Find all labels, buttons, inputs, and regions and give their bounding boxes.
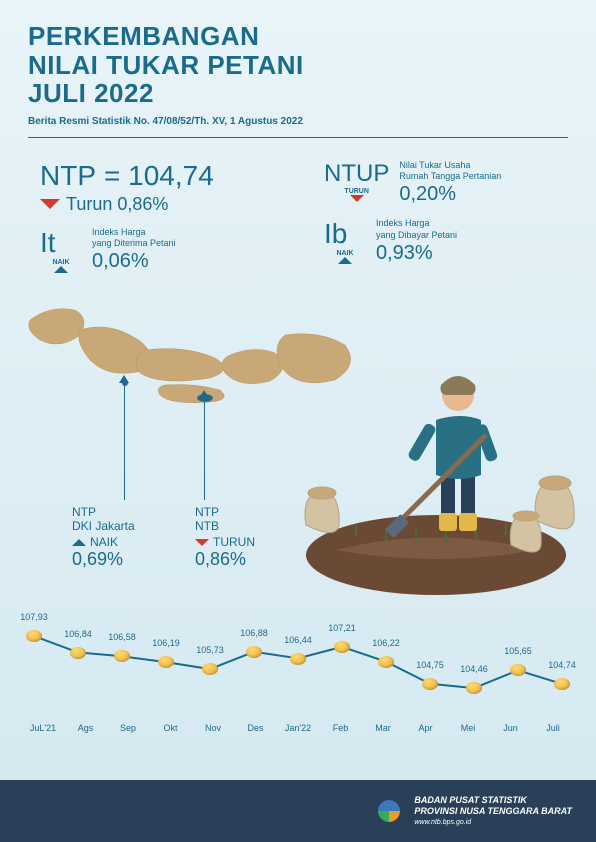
chart-value-label: 105,65 xyxy=(504,646,532,656)
x-axis-label: Feb xyxy=(322,723,360,733)
arrow-down-icon xyxy=(350,195,364,202)
callout-label: NTP xyxy=(195,505,255,519)
callout-dir: NAIK xyxy=(90,535,118,549)
ntup-desc: Nilai Tukar Usaha Rumah Tangga Pertanian xyxy=(399,160,568,183)
x-axis-label: Des xyxy=(237,723,275,733)
chart-point-icon xyxy=(554,678,570,690)
x-axis-label: Nov xyxy=(194,723,232,733)
arrow-head-icon xyxy=(119,375,129,383)
chart-value-label: 106,44 xyxy=(284,635,312,645)
x-axis-label: Sep xyxy=(109,723,147,733)
footer-org: BADAN PUSAT STATISTIK xyxy=(414,795,572,807)
x-axis-label: JuL'21 xyxy=(24,723,62,733)
it-dir-label: NAIK xyxy=(52,259,69,266)
farmer-illustration xyxy=(286,325,586,605)
arrow-down-icon xyxy=(195,539,209,546)
chart-value-label: 106,19 xyxy=(152,638,180,648)
header: PERKEMBANGAN NILAI TUKAR PETANI JULI 202… xyxy=(0,0,596,146)
callout-dir: TURUN xyxy=(213,535,255,549)
metric-ib: Ib NAIK Indeks Harga yang Dibayar Petani… xyxy=(324,218,568,264)
x-axis-label: Ags xyxy=(67,723,105,733)
x-axis-label: Apr xyxy=(407,723,445,733)
footer-url: www.ntb.bps.go.id xyxy=(414,818,572,827)
ntp-label: NTP xyxy=(40,160,96,192)
callout-line xyxy=(204,395,205,500)
title-line: NILAI TUKAR PETANI xyxy=(28,51,568,80)
chart-point-icon xyxy=(246,646,262,658)
chart-value-label: 106,88 xyxy=(240,628,268,638)
chart-value-label: 104,74 xyxy=(548,660,576,670)
chart-value-label: 106,22 xyxy=(372,638,400,648)
metrics-left: NTP = 104,74 Turun 0,86% It NAIK xyxy=(40,160,284,285)
chart-section: 107,93 106,84 106,58 106,19 105,73 106,88 106,… xyxy=(0,605,596,733)
x-axis-label: Mar xyxy=(364,723,402,733)
chart-point-icon xyxy=(290,653,306,665)
ib-dir-label: NAIK xyxy=(336,250,353,257)
ib-label: Ib xyxy=(324,218,366,250)
footer: BADAN PUSAT STATISTIK PROVINSI NUSA TENG… xyxy=(0,780,596,842)
arrow-up-icon xyxy=(338,257,352,264)
map-section: NTP DKI Jakarta NAIK 0,69% NTP NTB TURUN… xyxy=(20,285,576,605)
ntup-label: NTUP xyxy=(324,160,389,188)
chart-value-label: 106,58 xyxy=(108,632,136,642)
chart-value-label: 104,46 xyxy=(460,664,488,674)
it-desc: Indeks Harga yang Diterima Petani xyxy=(92,227,284,250)
bps-logo-icon xyxy=(374,796,404,826)
callout-jakarta: NTP DKI Jakarta NAIK 0,69% xyxy=(72,505,135,570)
callout-region: NTB xyxy=(195,519,255,533)
chart-point-icon xyxy=(26,630,42,642)
x-axis-label: Mei xyxy=(449,723,487,733)
callout-pct: 0,69% xyxy=(72,549,135,570)
arrow-down-icon xyxy=(40,199,60,209)
x-axis-label: Okt xyxy=(152,723,190,733)
metrics-right: NTUP TURUN Nilai Tukar Usaha Rumah Tangg… xyxy=(324,160,568,285)
footer-org: PROVINSI NUSA TENGGARA BARAT xyxy=(414,806,572,818)
ntp-value: = 104,74 xyxy=(104,160,214,192)
ntup-dir-label: TURUN xyxy=(344,188,369,195)
chart-point-icon xyxy=(510,664,526,676)
ntp-change: Turun 0,86% xyxy=(66,194,168,215)
chart-point-icon xyxy=(334,641,350,653)
chart-point-icon xyxy=(422,678,438,690)
chart-value-label: 107,21 xyxy=(328,623,356,633)
callout-line xyxy=(124,380,125,500)
metric-ntp: NTP = 104,74 Turun 0,86% xyxy=(40,160,284,215)
chart-x-axis: JuL'21 Ags Sep Okt Nov Des Jan'22 Feb Mar Apr Mei J… xyxy=(24,723,572,733)
callout-pct: 0,86% xyxy=(195,549,255,570)
ib-pct: 0,93% xyxy=(376,242,568,265)
x-axis-label: Juli xyxy=(534,723,572,733)
ntup-pct: 0,20% xyxy=(399,183,568,206)
chart-value-label: 104,75 xyxy=(416,660,444,670)
metric-it: It NAIK Indeks Harga yang Diterima Petan… xyxy=(40,227,284,273)
callout-region: DKI Jakarta xyxy=(72,519,135,533)
x-axis-label: Jun xyxy=(492,723,530,733)
chart-point-icon xyxy=(202,663,218,675)
arrow-head-icon xyxy=(199,390,209,398)
arrow-up-icon xyxy=(54,266,68,273)
ib-desc: Indeks Harga yang Dibayar Petani xyxy=(376,218,568,241)
footer-text: BADAN PUSAT STATISTIK PROVINSI NUSA TENG… xyxy=(414,795,572,827)
page-subtitle: Berita Resmi Statistik No. 47/08/52/Th. … xyxy=(28,116,568,138)
title-line: PERKEMBANGAN xyxy=(28,22,568,51)
chart-value-label: 106,84 xyxy=(64,629,92,639)
chart-point-icon xyxy=(70,647,86,659)
metric-ntup: NTUP TURUN Nilai Tukar Usaha Rumah Tangg… xyxy=(324,160,568,206)
metrics-grid: NTP = 104,74 Turun 0,86% It NAIK xyxy=(0,146,596,285)
chart-point-icon xyxy=(114,650,130,662)
callout-ntb: NTP NTB TURUN 0,86% xyxy=(195,505,255,570)
x-axis-label: Jan'22 xyxy=(279,723,317,733)
chart-value-label: 107,93 xyxy=(20,612,48,622)
it-pct: 0,06% xyxy=(92,250,284,273)
ntp-trend-chart: 107,93106,84106,58106,19105,73106,88106,… xyxy=(24,615,572,715)
page-title: PERKEMBANGAN NILAI TUKAR PETANI JULI 202… xyxy=(28,22,568,108)
chart-point-icon xyxy=(378,656,394,668)
title-line: JULI 2022 xyxy=(28,79,568,108)
it-label: It xyxy=(40,227,82,259)
chart-point-icon xyxy=(158,656,174,668)
chart-point-icon xyxy=(466,682,482,694)
chart-value-label: 105,73 xyxy=(196,645,224,655)
callout-label: NTP xyxy=(72,505,135,519)
arrow-up-icon xyxy=(72,539,86,546)
